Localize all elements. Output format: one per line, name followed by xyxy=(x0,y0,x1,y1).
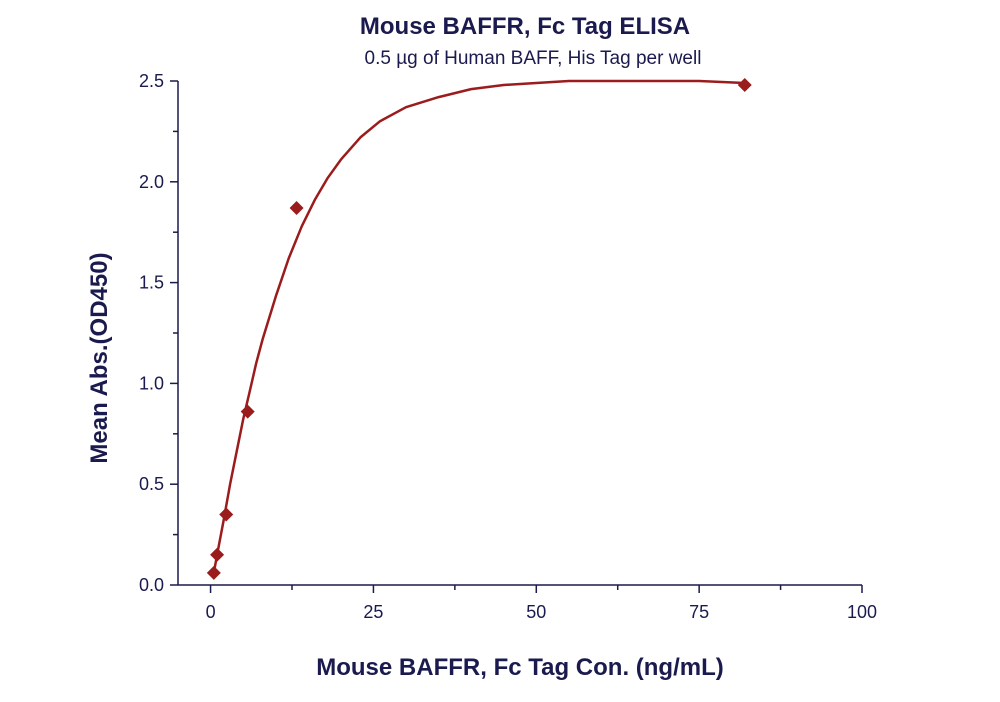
data-point xyxy=(210,547,225,562)
data-point xyxy=(737,78,752,93)
data-point xyxy=(219,507,234,522)
data-point xyxy=(206,565,221,580)
data-points-layer xyxy=(206,78,752,580)
y-tick-label: 1.0 xyxy=(139,373,164,393)
y-tick-label: 1.5 xyxy=(139,273,164,293)
chart-subtitle: 0.5 µg of Human BAFF, His Tag per well xyxy=(365,48,702,69)
y-axis-label: Mean Abs.(OD450) xyxy=(86,252,113,463)
fit-curve xyxy=(212,79,745,574)
x-tick-label: 100 xyxy=(847,602,877,622)
y-tick-label: 0.0 xyxy=(139,575,164,595)
y-axis-ticks: 0.0 0.5 1.0 1.5 2.0 2.5 xyxy=(139,71,178,595)
data-point xyxy=(240,404,255,419)
fit-curve-layer xyxy=(212,79,745,574)
x-tick-label: 75 xyxy=(689,602,709,622)
y-tick-label: 2.0 xyxy=(139,172,164,192)
axes xyxy=(177,81,862,586)
x-axis-ticks: 0 25 50 75 100 xyxy=(206,585,877,622)
chart-title: Mouse BAFFR, Fc Tag ELISA xyxy=(360,13,690,40)
x-axis-label: Mouse BAFFR, Fc Tag Con. (ng/mL) xyxy=(316,654,724,681)
x-tick-label: 25 xyxy=(363,602,383,622)
y-tick-label: 2.5 xyxy=(139,71,164,91)
x-tick-label: 0 xyxy=(206,602,216,622)
y-tick-label: 0.5 xyxy=(139,474,164,494)
data-point xyxy=(289,201,304,216)
x-tick-label: 50 xyxy=(526,602,546,622)
